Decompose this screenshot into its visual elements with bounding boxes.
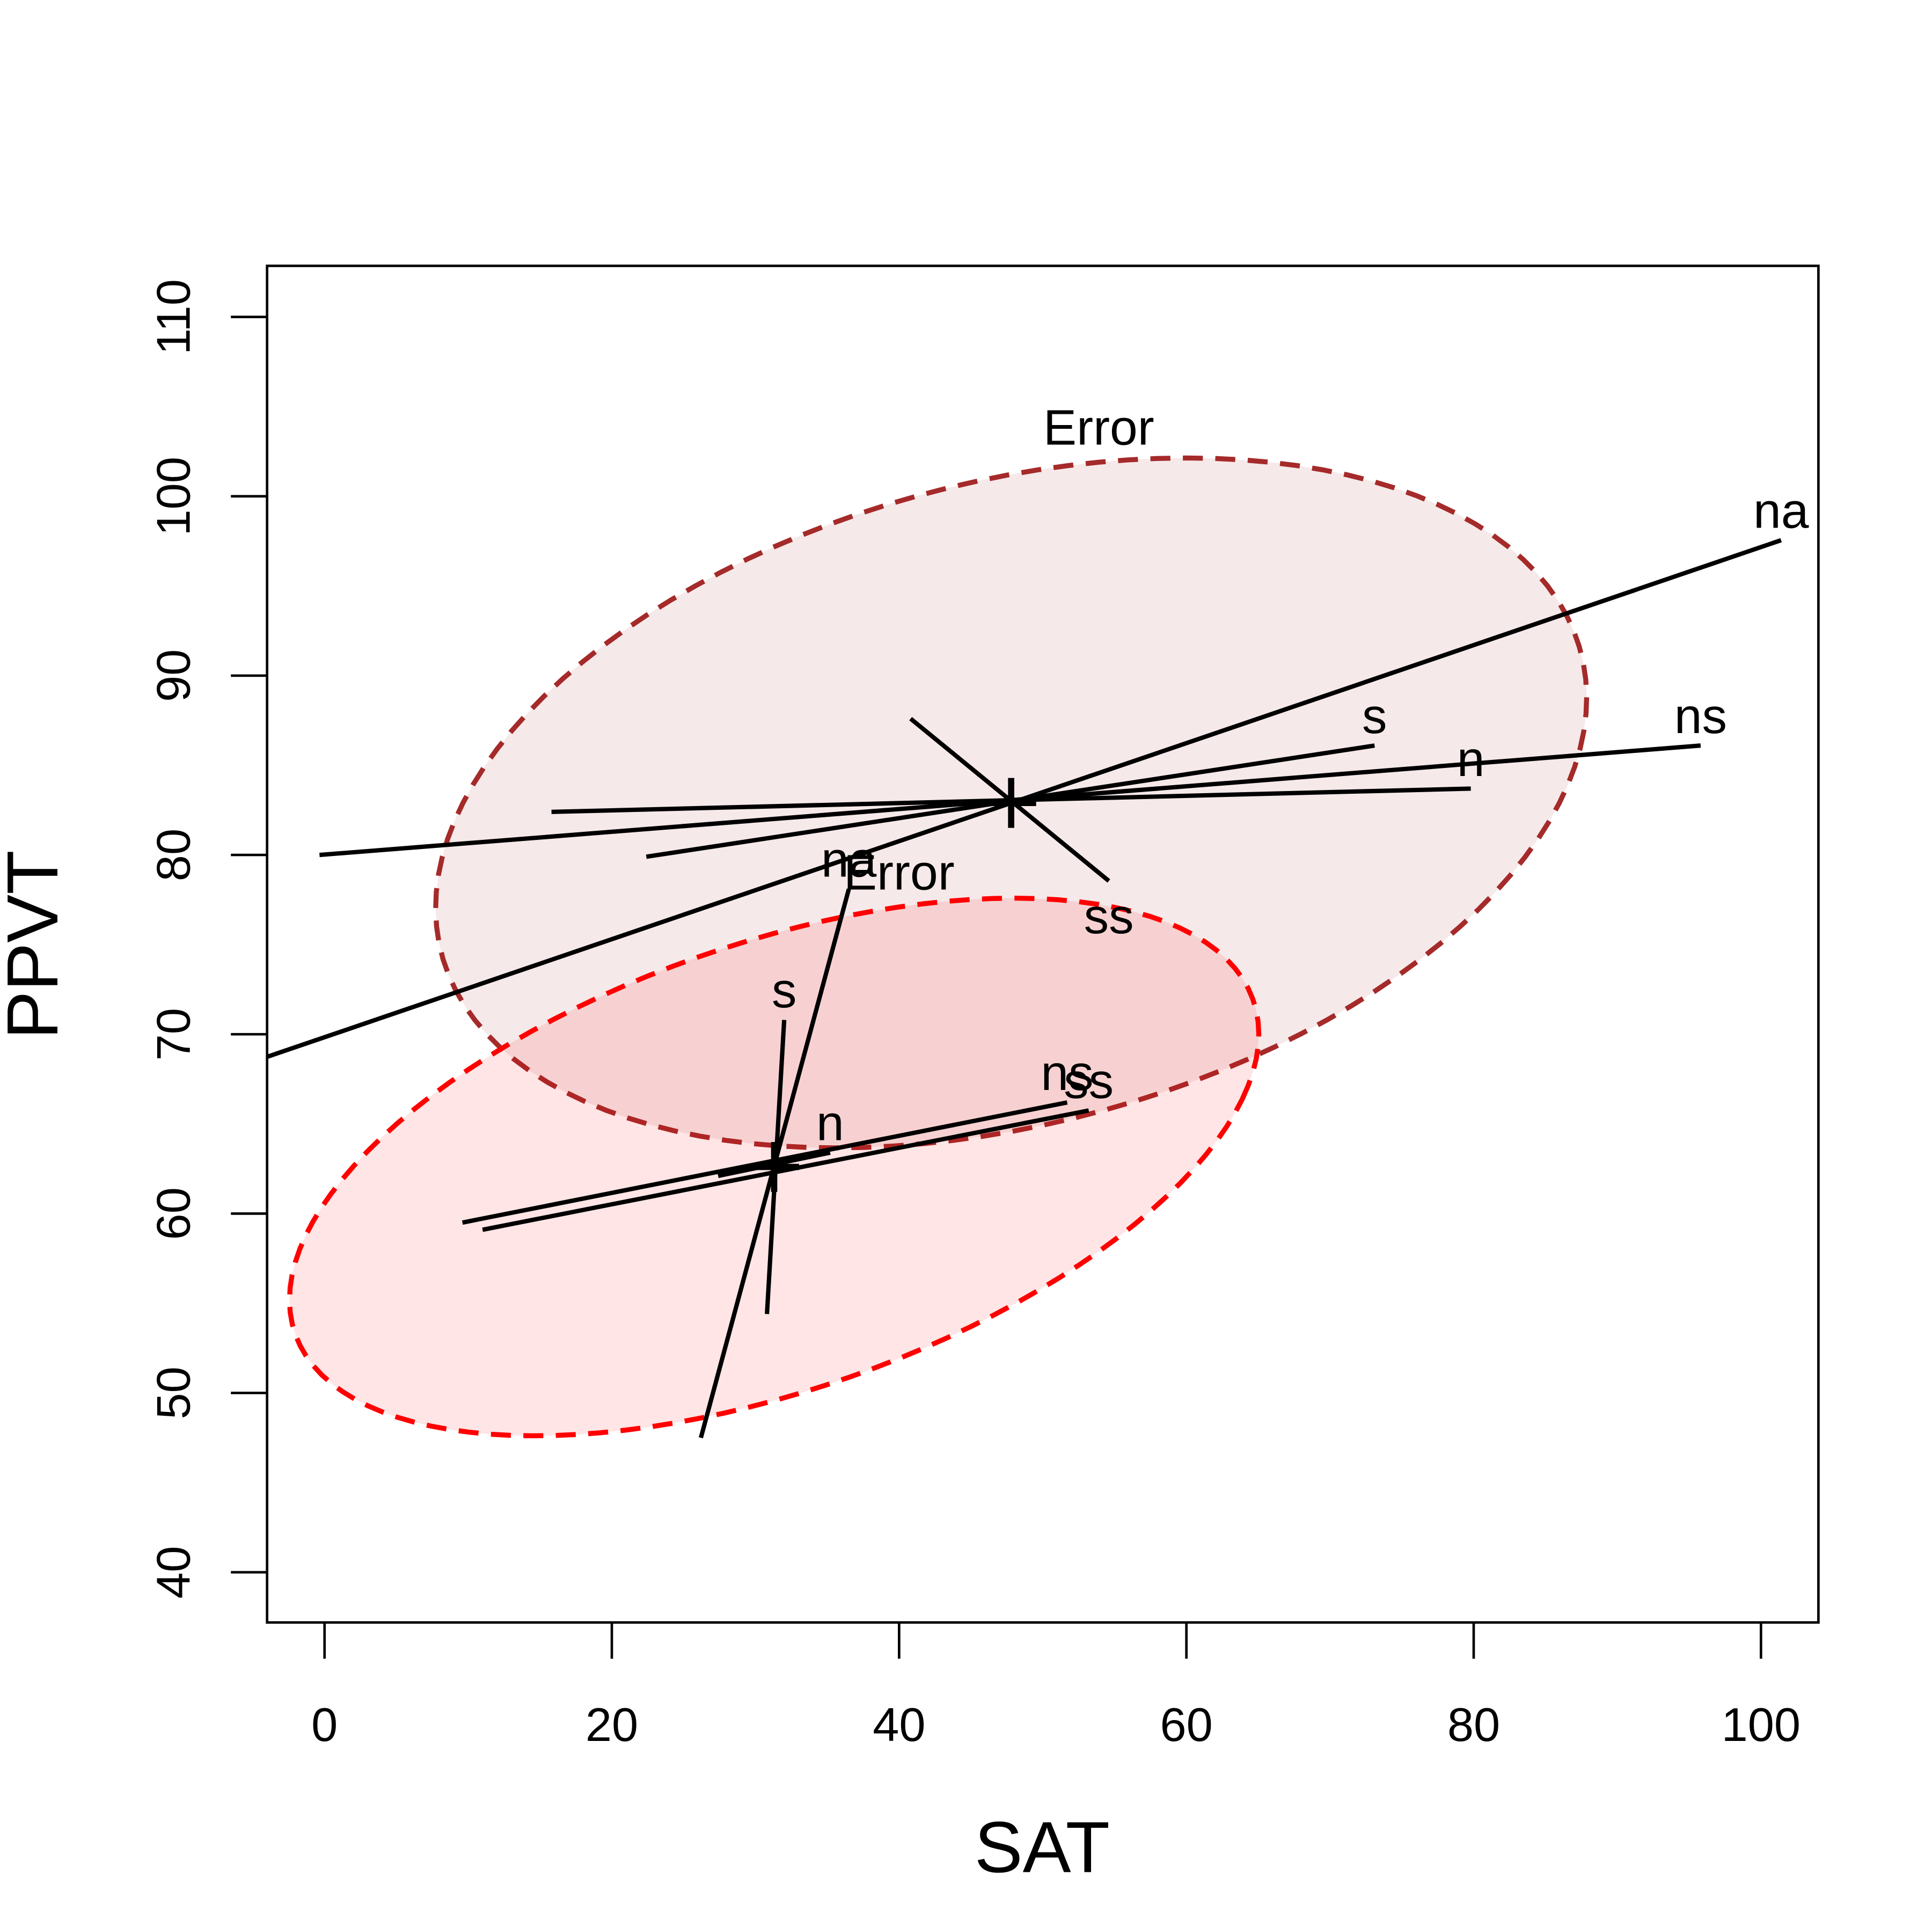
hypothesis-label: ns xyxy=(1041,1045,1093,1101)
y-tick-label: 60 xyxy=(147,1187,200,1240)
x-tick-label: 20 xyxy=(586,1698,638,1751)
error-label: Error xyxy=(844,844,955,900)
y-tick-label: 80 xyxy=(147,829,200,881)
y-tick-label: 110 xyxy=(147,279,200,355)
group-mean xyxy=(749,1141,800,1192)
plot-area xyxy=(267,455,1782,1439)
hypothesis-label: ss xyxy=(1064,1053,1114,1109)
hypothesis-label: na xyxy=(1753,482,1809,538)
y-tick-label: 90 xyxy=(147,649,200,702)
y-tick-label: 40 xyxy=(147,1546,200,1599)
y-tick-label: 100 xyxy=(147,457,200,536)
hypothesis-line xyxy=(482,1108,1089,1232)
x-tick-label: 0 xyxy=(311,1698,338,1751)
hypothesis-label: ns xyxy=(1674,688,1727,744)
hypothesis-label: na xyxy=(821,831,877,887)
x-tick-label: 40 xyxy=(873,1698,925,1751)
hypothesis-label: s xyxy=(1362,688,1387,744)
group-mean xyxy=(986,778,1036,828)
hypothesis-label: s xyxy=(772,962,797,1018)
y-tick-label: 70 xyxy=(147,1008,200,1060)
y-tick-label: 50 xyxy=(147,1366,200,1419)
hypothesis-label: n xyxy=(816,1095,844,1151)
plot-frame xyxy=(266,265,1820,1624)
error-label: Error xyxy=(1043,400,1154,456)
hypothesis-label: n xyxy=(1457,731,1485,787)
x-tick-label: 100 xyxy=(1722,1698,1801,1751)
y-axis-label: PPVT xyxy=(0,850,73,1039)
x-tick-label: 80 xyxy=(1447,1698,1500,1751)
x-axis-label: SAT xyxy=(975,1806,1110,1887)
hypothesis-line xyxy=(462,1100,1068,1225)
x-tick-label: 60 xyxy=(1160,1698,1213,1751)
hypothesis-label: ss xyxy=(1084,888,1134,944)
